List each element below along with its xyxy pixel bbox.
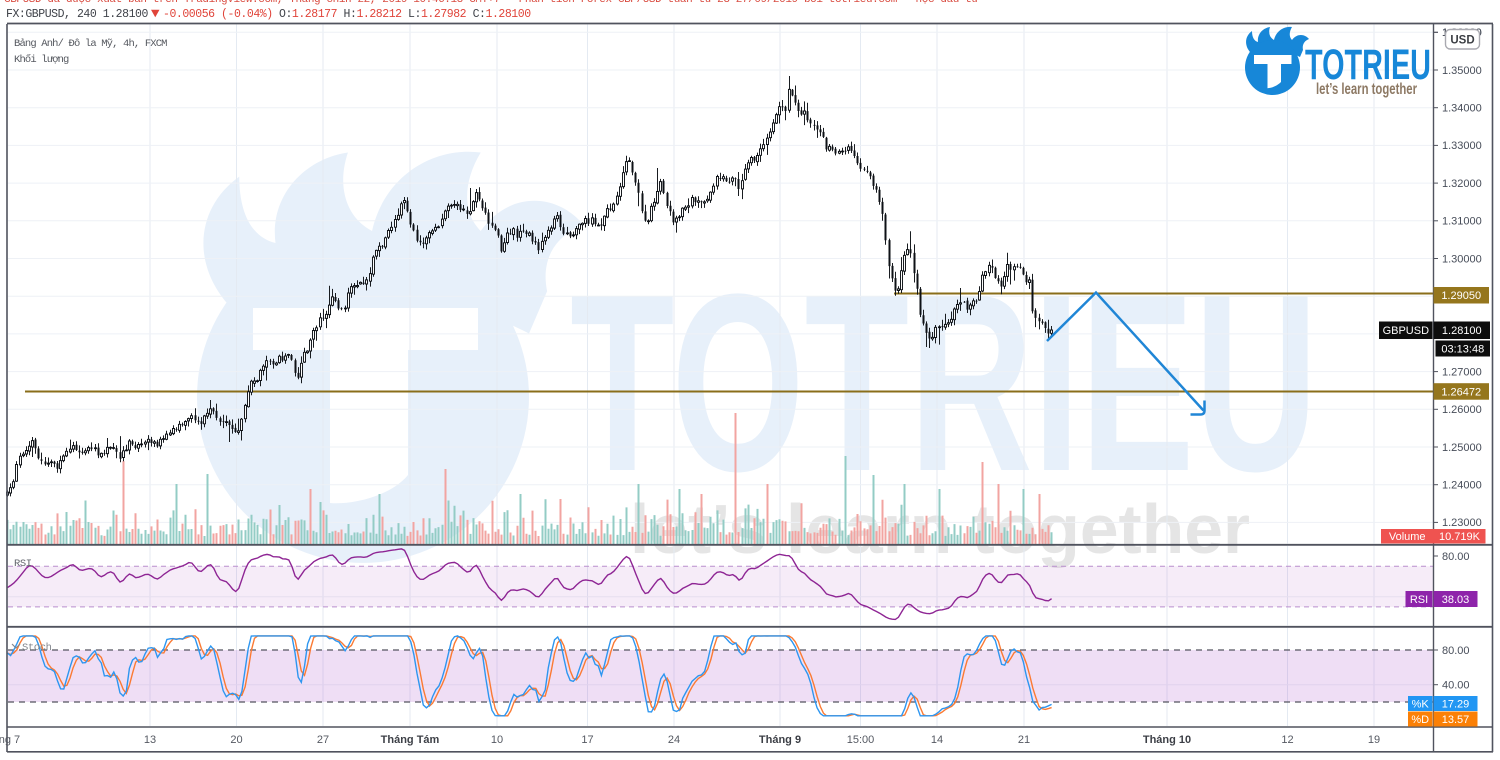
svg-text:Khối lượng: Khối lượng: [14, 53, 69, 66]
svg-text:10: 10: [491, 734, 503, 746]
svg-text:1.32000: 1.32000: [1442, 178, 1482, 190]
svg-text:RSI: RSI: [1410, 594, 1428, 606]
svg-text:%D: %D: [1411, 714, 1429, 726]
svg-text:TOTRIEU: TOTRIEU: [570, 241, 1318, 524]
svg-text:1.26000: 1.26000: [1442, 404, 1482, 416]
svg-text:%K: %K: [1412, 698, 1430, 710]
svg-text:14: 14: [931, 734, 943, 746]
svg-text:USD: USD: [1450, 35, 1474, 47]
svg-text:Tháng Tám: Tháng Tám: [381, 734, 440, 746]
svg-text:12: 12: [1281, 734, 1293, 746]
svg-text:Tháng 9: Tháng 9: [759, 734, 801, 746]
svg-text:Stoch: Stoch: [22, 642, 52, 654]
svg-text:RSI: RSI: [14, 558, 32, 570]
svg-text:FX:GBPUSD, 240 1.28100: FX:GBPUSD, 240 1.28100: [6, 8, 148, 21]
svg-text:1.29050: 1.29050: [1441, 290, 1481, 302]
svg-text:1.27000: 1.27000: [1442, 366, 1482, 378]
svg-text:13: 13: [144, 734, 156, 746]
svg-text:27: 27: [317, 734, 329, 746]
svg-text:1.23000: 1.23000: [1442, 517, 1482, 529]
svg-text:15:00: 15:00: [847, 734, 875, 746]
svg-text:O:1.28177 H:1.28212 L:1.27982: O:1.28177 H:1.28212 L:1.27982 C:1.28100: [279, 8, 531, 21]
svg-text:Volume: Volume: [1389, 531, 1426, 543]
svg-text:1.35000: 1.35000: [1442, 65, 1482, 77]
svg-text:Bảng Anh/ Đô la Mỹ, 4h, FXCM: Bảng Anh/ Đô la Mỹ, 4h, FXCM: [14, 38, 167, 50]
svg-text:19: 19: [1368, 734, 1380, 746]
svg-text:1.25000: 1.25000: [1442, 442, 1482, 454]
svg-text:TOTRIEU: TOTRIEU: [1305, 42, 1431, 89]
svg-text:1.30000: 1.30000: [1442, 253, 1482, 265]
svg-text:80.00: 80.00: [1442, 645, 1470, 657]
svg-text:GBPUSD: GBPUSD: [1383, 325, 1430, 337]
svg-text:13.57: 13.57: [1442, 714, 1470, 726]
svg-text:Tháng 10: Tháng 10: [1143, 734, 1191, 746]
svg-text:24: 24: [668, 734, 680, 746]
svg-text:20: 20: [230, 734, 242, 746]
svg-text:1.31000: 1.31000: [1442, 216, 1482, 228]
svg-text:80.00: 80.00: [1442, 551, 1470, 563]
svg-text:-0.00056 (-0.04%): -0.00056 (-0.04%): [163, 8, 273, 21]
svg-text:Tháng 7: Tháng 7: [0, 734, 20, 746]
svg-text:17: 17: [581, 734, 593, 746]
svg-text:17.29: 17.29: [1442, 698, 1470, 710]
svg-text:10.719K: 10.719K: [1439, 531, 1481, 543]
svg-text:1.34000: 1.34000: [1442, 103, 1482, 115]
svg-text:1.33000: 1.33000: [1442, 140, 1482, 152]
svg-text:21: 21: [1018, 734, 1030, 746]
svg-text:38.03: 38.03: [1442, 594, 1470, 606]
svg-text:let’s learn together: let’s learn together: [1316, 81, 1417, 98]
svg-text:03:13:48: 03:13:48: [1441, 343, 1484, 355]
svg-text:1.24000: 1.24000: [1442, 480, 1482, 492]
svg-text:GBPUSD đã được xuất bản trên T: GBPUSD đã được xuất bản trên TradingView…: [4, 0, 978, 6]
svg-text:1.26472: 1.26472: [1441, 386, 1481, 398]
svg-text:40.00: 40.00: [1442, 680, 1470, 692]
svg-text:1.28100: 1.28100: [1442, 325, 1482, 337]
